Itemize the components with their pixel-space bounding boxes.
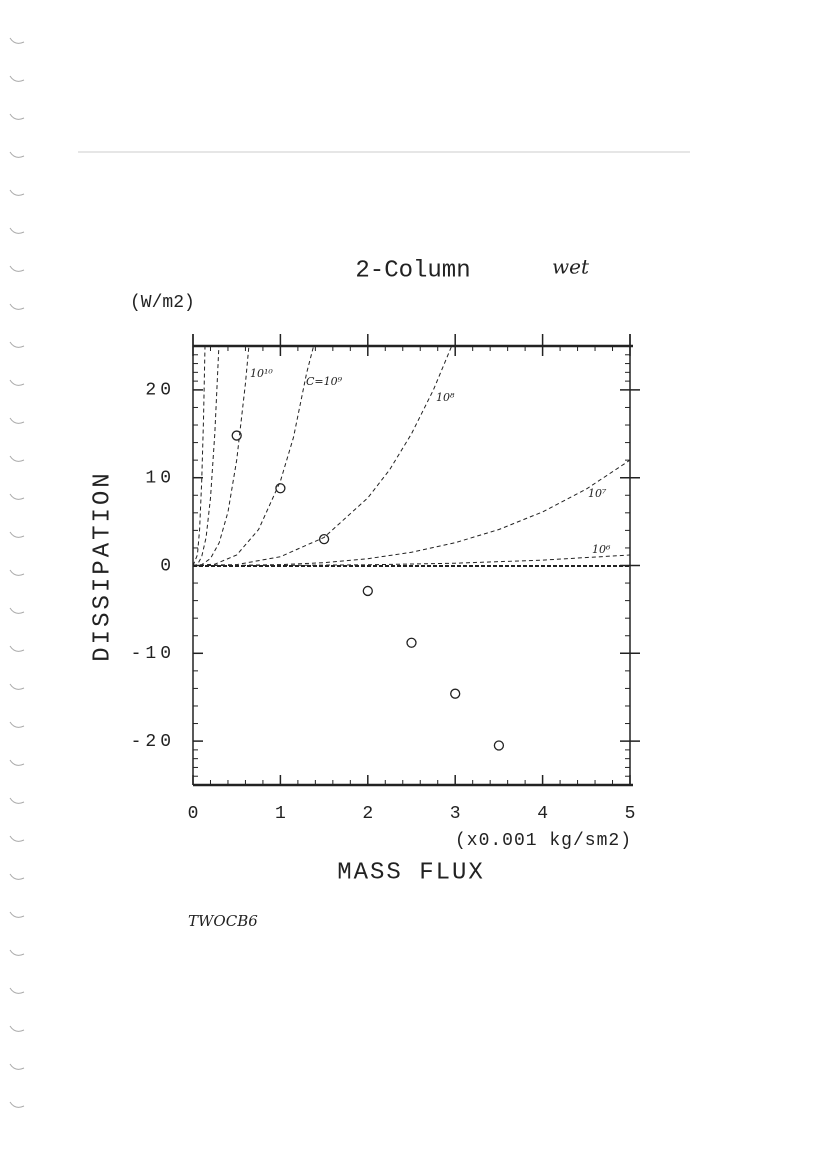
x-tick-label: 0 xyxy=(188,804,199,824)
chart-title: 2-Column xyxy=(355,257,470,284)
curve-label: 10¹⁰ xyxy=(250,367,273,380)
data-point xyxy=(318,534,330,545)
plot: 0 1 2 3 4 5 -20 -10 0 10 20 10¹⁰ C=10⁹ 10⁸ 10⁷ 10⁶ xyxy=(131,334,640,824)
data-point xyxy=(275,483,286,494)
x-tick-label: 4 xyxy=(537,804,548,824)
data-point xyxy=(362,585,373,597)
x-tick-label: 3 xyxy=(450,804,461,824)
curve xyxy=(192,345,220,566)
curve xyxy=(192,345,453,566)
y-unit: (W/m2) xyxy=(130,293,195,313)
curve-label: 10⁶ xyxy=(592,543,611,556)
data-point xyxy=(231,430,242,441)
binder-holes xyxy=(9,37,25,1108)
annotation: wet xyxy=(552,255,590,279)
footnote: TWOCB6 xyxy=(188,912,258,930)
x-unit: (x0.001 kg/sm2) xyxy=(455,831,632,851)
binder-hole xyxy=(9,37,25,1108)
y-tick-label: 0 xyxy=(160,556,175,576)
curve-label: C=10⁹ xyxy=(306,375,343,388)
x-tick-label: 5 xyxy=(625,804,636,824)
curve xyxy=(192,345,315,566)
y-tick-label: 20 xyxy=(145,381,175,401)
curve-label: 10⁷ xyxy=(588,487,607,500)
y-tick-label: -10 xyxy=(131,644,175,664)
y-axis-title: DISSIPATION xyxy=(89,470,116,661)
data-point xyxy=(406,637,417,648)
curve xyxy=(192,459,631,566)
curve xyxy=(192,345,250,566)
data-point xyxy=(493,740,505,751)
data-point xyxy=(450,688,461,699)
curve-label: 10⁸ xyxy=(436,391,455,404)
y-tick-label: -20 xyxy=(131,732,175,752)
y-tick-label: 10 xyxy=(145,468,175,488)
curve xyxy=(192,345,206,566)
x-tick-label: 1 xyxy=(275,804,286,824)
x-tick-label: 2 xyxy=(362,804,373,824)
x-axis-title: MASS FLUX xyxy=(337,859,485,886)
curve xyxy=(192,554,631,566)
